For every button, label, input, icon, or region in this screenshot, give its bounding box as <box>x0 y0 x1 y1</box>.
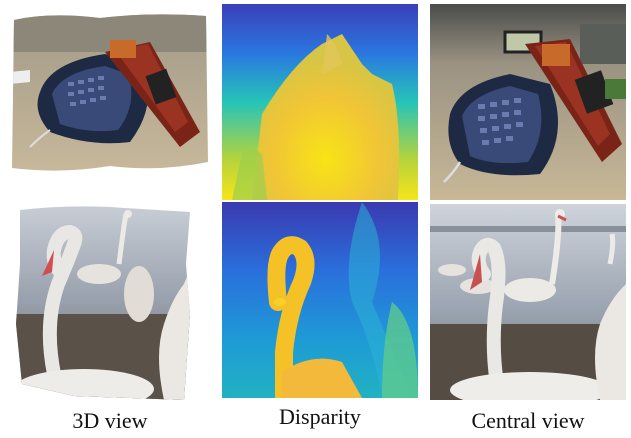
3d-view-image-1 <box>10 12 210 172</box>
disparity-map-1 <box>222 4 418 200</box>
central-view-image-2 <box>430 204 626 400</box>
3d-view-image-2 <box>14 204 192 400</box>
caption-central-view: Central view <box>471 408 585 433</box>
central-view-image-1 <box>430 4 626 200</box>
caption-3d-view: 3D view <box>72 408 148 433</box>
disparity-map-2 <box>222 202 418 398</box>
caption-disparity: Disparity <box>279 404 361 429</box>
